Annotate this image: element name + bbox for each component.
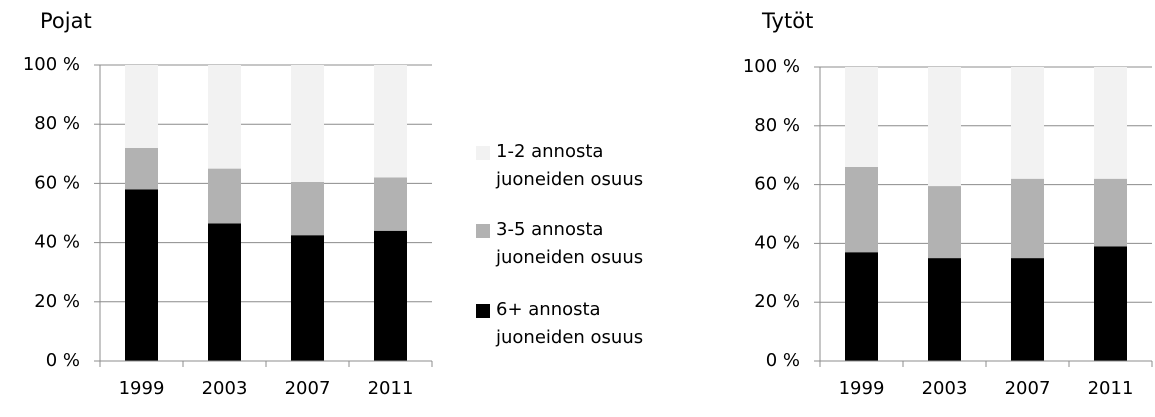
bar-segment [1094,67,1127,179]
x-tick-label: 2007 [285,378,331,399]
bar-segment [291,181,324,236]
bar-segment [845,252,878,361]
y-tick-label: 100 % [743,56,800,77]
bar-segment [1011,67,1044,179]
bar-segment [374,65,407,178]
legend-swatch [476,304,490,318]
y-tick-label: 80 % [754,115,800,136]
x-tick-label: 2011 [1088,378,1134,399]
bar-segment [928,67,961,187]
bar-segment [845,67,878,167]
bar-segment [291,235,324,361]
legend-swatch [476,146,490,160]
legend-swatch [476,224,490,238]
x-tick-label: 2003 [202,378,248,399]
legend-label: 1-2 annosta juoneiden osuus [496,141,644,190]
bar-segment [208,223,241,361]
x-tick-label: 2011 [368,378,414,399]
y-tick-label: 0 % [46,350,80,371]
bar-segment [208,65,241,169]
y-tick-label: 100 % [23,54,80,75]
bar-segment [125,147,158,190]
x-tick-label: 2003 [922,378,968,399]
bar-segment [928,258,961,361]
bar-segment [374,230,407,361]
bar-segment [845,166,878,253]
bar-segment [291,65,324,182]
bar-segment [125,65,158,148]
bar-segment [374,177,407,231]
chart-title: Tytöt [761,9,813,33]
chart-title: Pojat [40,9,92,33]
bar-segment [1011,258,1044,361]
bar-segment [1011,178,1044,259]
bar-segment [125,189,158,361]
y-tick-label: 60 % [34,172,80,193]
y-tick-label: 40 % [754,232,800,253]
bar-segment [208,168,241,224]
x-tick-label: 1999 [119,378,165,399]
y-tick-label: 40 % [34,232,80,253]
x-tick-label: 1999 [839,378,885,399]
bar-segment [1094,178,1127,247]
bar-segment [1094,246,1127,361]
y-tick-label: 80 % [34,113,80,134]
x-tick-label: 2007 [1005,378,1051,399]
y-tick-label: 20 % [34,291,80,312]
legend-label: 3-5 annosta juoneiden osuus [496,219,644,268]
legend-label: 6+ annosta juoneiden osuus [496,299,644,348]
bar-segment [928,186,961,259]
y-tick-label: 60 % [754,174,800,195]
y-tick-label: 20 % [754,291,800,312]
y-tick-label: 0 % [766,350,800,371]
